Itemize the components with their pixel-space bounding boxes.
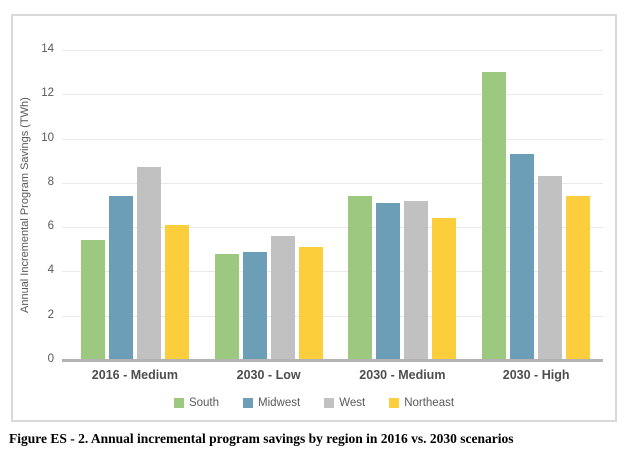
x-category-label-2030-medium: 2030 - Medium [359,368,446,382]
legend-item-midwest: Midwest [243,397,300,409]
gridline-y-10 [62,138,603,140]
y-tick-label-2: 2 [47,308,54,321]
x-category-label-2030-high: 2030 - High [502,368,570,382]
legend-label-midwest: Midwest [258,397,301,409]
bar-northeast-2030-low [298,247,323,360]
gridline-y-2 [62,315,603,317]
bar-northeast-2016-medium [164,224,189,360]
legend-swatch-west [324,398,335,408]
legend-swatch-northeast [389,398,400,408]
y-tick-label-6: 6 [47,220,54,233]
legend-swatch-midwest [243,398,253,408]
bar-group-2030-medium [336,50,470,360]
bar-west-2030-medium [404,200,429,360]
legend-label-northeast: Northeast [404,397,455,409]
y-tick-label-10: 10 [41,131,54,144]
bar-northeast-2030-high [566,196,591,360]
plot-area [62,50,603,362]
x-axis-category-labels: 2016 - Medium 2030 - Low 2030 - Medium 2030… [62,368,603,386]
gridline-y-4 [62,271,603,273]
chart-frame: Annual Incremental Program Savings (TWh)… [11,14,617,422]
legend-label-west: West [339,397,366,409]
y-axis-tick-labels: 0 2 4 6 8 10 12 14 [13,43,54,365]
y-tick-label-12: 12 [41,87,54,100]
legend-item-northeast: Northeast [389,397,454,409]
bar-south-2030-high [482,72,507,360]
x-category-label-2016-medium: 2016 - Medium [91,368,178,382]
y-tick-label-8: 8 [47,175,54,188]
bar-group-2016-medium [68,50,202,360]
legend-item-west: West [324,397,365,409]
bar-midwest-2030-medium [376,202,401,360]
legend-item-south: South [173,397,219,409]
y-tick-label-0: 0 [47,353,54,365]
x-axis-line [62,359,603,362]
bar-south-2030-medium [348,196,373,360]
bar-midwest-2016-medium [108,196,133,360]
gridline-y-6 [62,227,603,229]
bar-west-2016-medium [136,167,161,360]
bar-south-2030-low [214,253,239,360]
bar-south-2016-medium [80,240,105,360]
bar-west-2030-high [538,176,563,360]
legend: South Midwest West Northeast [13,397,615,409]
gridline-y-8 [62,182,603,184]
legend-swatch-south [173,398,184,408]
x-category-label-2030-low: 2030 - Low [236,368,301,382]
y-tick-label-4: 4 [47,264,54,277]
legend-label-south: South [188,397,219,409]
y-tick-label-14: 14 [41,43,54,55]
bar-northeast-2030-medium [432,218,457,360]
bar-west-2030-low [270,236,295,360]
gridline-y-12 [62,94,603,96]
bar-group-2030-low [202,50,336,360]
gridline-y-14 [62,50,603,51]
bar-midwest-2030-low [242,251,267,360]
bar-midwest-2030-high [510,154,535,360]
bar-group-2030-high [469,50,603,360]
figure-caption: Figure ES - 2. Annual incremental progra… [9,431,514,446]
